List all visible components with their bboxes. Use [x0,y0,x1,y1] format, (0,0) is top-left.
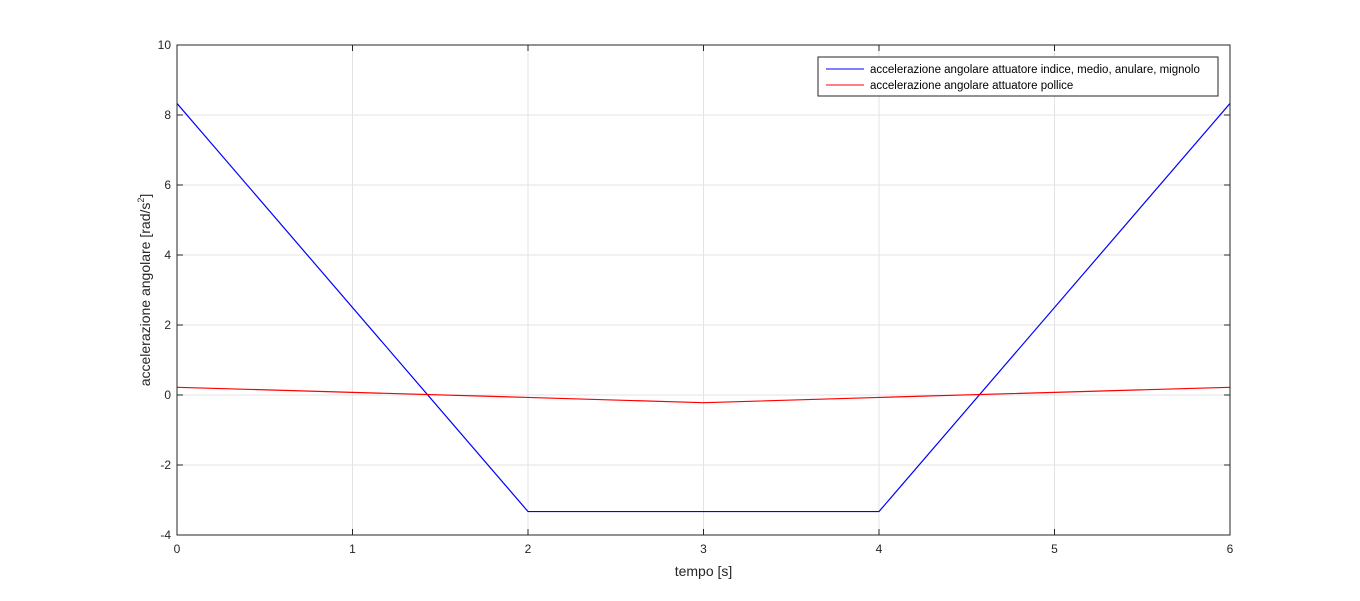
y-axis-label-end: ] [137,194,153,198]
x-tick-label: 0 [174,542,181,556]
y-tick-label: 2 [164,318,171,332]
x-tick-label: 5 [1051,542,1058,556]
x-axis-label: tempo [s] [675,563,733,579]
data-series [176,103,1231,513]
y-tick-label: 0 [164,388,171,402]
y-axis-label-main: accelerazione angolare [rad/s [137,203,153,387]
y-tick-label: -4 [160,528,171,542]
y-axis-label: accelerazione angolare [rad/s2] [136,194,153,387]
y-tick-label: 4 [164,248,171,262]
legend-entry-red-series: accelerazione angolare attuatore pollice [870,80,1073,92]
x-tick-label: 4 [876,542,883,556]
legend: accelerazione angolare attuatore indice,… [817,56,1219,97]
y-tick-label: 6 [164,178,171,192]
series-line-0 [176,103,1231,513]
axis-ticks: 0 1 2 3 4 5 6 -4 -2 0 2 4 6 8 10 [158,38,1234,556]
y-tick-label: 8 [164,108,171,122]
series-line-1 [176,386,1231,404]
y-tick-label: -2 [160,458,171,472]
x-tick-label: 2 [525,542,532,556]
y-tick-label: 10 [158,38,172,52]
x-tick-label: 1 [349,542,356,556]
y-axis-label-superscript: 2 [136,198,146,203]
grid-lines [177,45,1230,535]
x-tick-label: 6 [1227,542,1234,556]
x-tick-label: 3 [700,542,707,556]
legend-box [817,56,1219,97]
legend-entry-blue-series: accelerazione angolare attuatore indice,… [870,64,1200,76]
